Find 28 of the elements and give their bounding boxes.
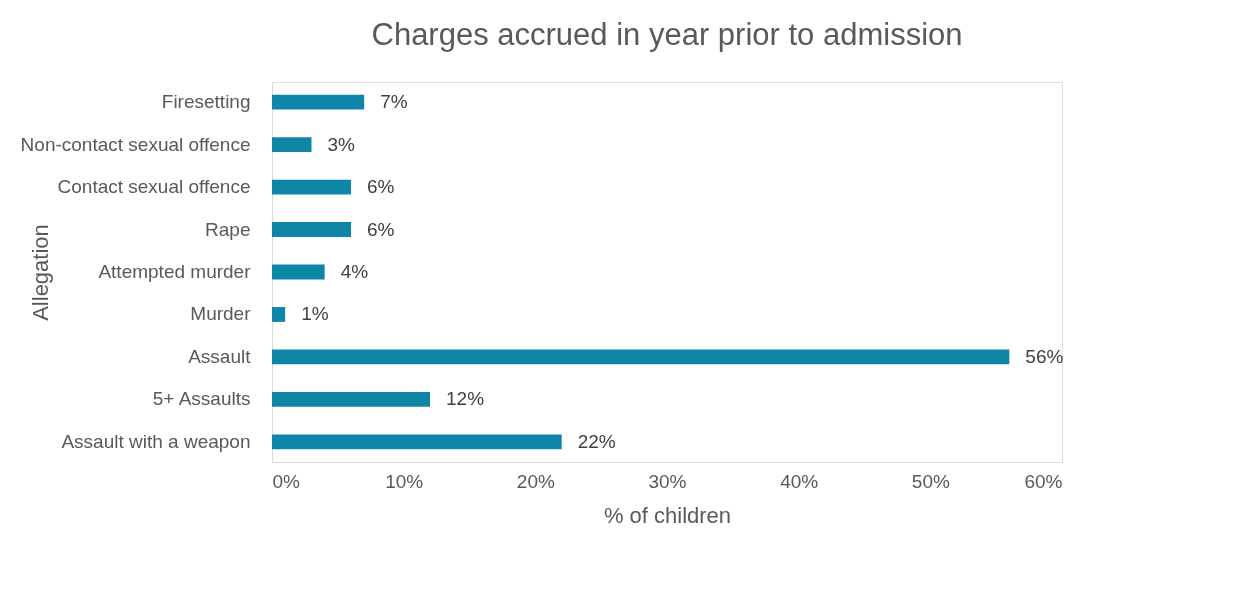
y-tick-label: Rape <box>205 218 251 240</box>
data-label: 1% <box>301 303 329 325</box>
data-label: 4% <box>340 261 369 282</box>
data-label: 6% <box>367 218 395 240</box>
y-axis-title: Allegation <box>27 224 53 321</box>
y-tick-label: Assault <box>188 345 252 367</box>
x-axis-title: % of children <box>603 502 732 528</box>
x-tick-label: 10% <box>385 470 424 492</box>
y-tick-label: Attempted murder <box>98 261 252 282</box>
y-tick-label: Contact sexual offence <box>57 176 251 198</box>
y-tick-label: Non-contact sexual offence <box>20 133 251 155</box>
x-tick-label: 50% <box>911 470 950 492</box>
y-tick-label: Assault with a weapon <box>61 430 251 452</box>
y-tick-label: Firesetting <box>161 91 251 113</box>
data-label: 22% <box>577 430 616 452</box>
data-label: 3% <box>327 133 356 155</box>
data-label: 12% <box>446 388 485 410</box>
data-label: 7% <box>380 91 408 113</box>
data-label: 56% <box>1025 345 1064 367</box>
y-tick-label: 5+ Assaults <box>152 388 251 410</box>
x-tick-label: 0% <box>272 470 301 492</box>
x-tick-label: 30% <box>648 470 687 492</box>
x-tick-label: 60% <box>1024 470 1063 492</box>
data-label: 6% <box>367 176 395 198</box>
x-tick-label: 20% <box>516 470 555 492</box>
x-tick-label: 40% <box>780 470 819 492</box>
y-tick-label: Murder <box>190 303 252 325</box>
chart-title: Charges accrued in year prior to admission <box>371 17 963 52</box>
